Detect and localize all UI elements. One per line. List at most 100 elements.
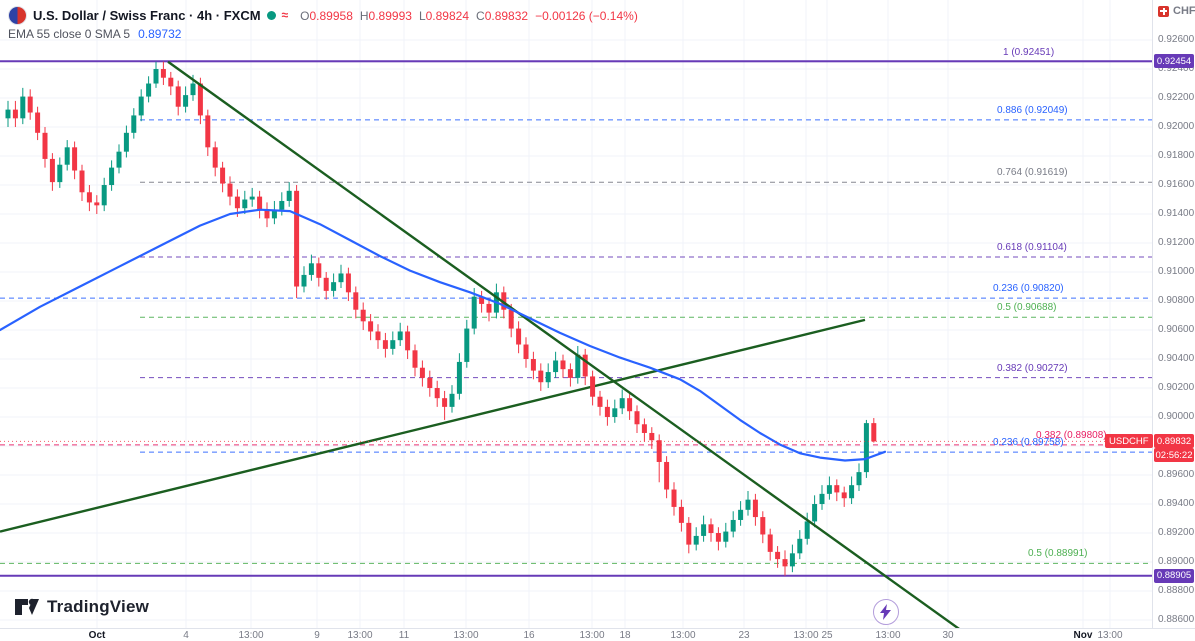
candlestick-chart[interactable] — [0, 0, 1152, 628]
ascending-trendline — [0, 318, 866, 533]
candle-body — [782, 559, 788, 567]
time-axis-label: 18 — [619, 630, 631, 641]
candle-body — [760, 517, 766, 535]
price-axis-label: 0.91000 — [1158, 266, 1195, 278]
change-value: −0.00126 (−0.14%) — [535, 8, 638, 23]
candle-body — [360, 309, 366, 322]
candle-body — [338, 273, 344, 283]
time-axis-label: 13:00 — [238, 630, 264, 641]
candle-body — [678, 506, 684, 523]
candle-body — [57, 164, 63, 183]
candle-body — [227, 183, 233, 197]
fib-level-label: 0.5 (0.88991) — [1028, 548, 1088, 560]
lightning-button[interactable] — [873, 599, 899, 625]
candle-body — [715, 533, 721, 542]
candle-body — [94, 202, 100, 206]
candle-body — [168, 77, 174, 87]
candle-body — [308, 263, 314, 275]
candle-body — [812, 504, 818, 522]
candle-body — [375, 331, 381, 341]
price-axis-label: 0.89600 — [1158, 469, 1195, 481]
candle-body — [597, 396, 603, 407]
candle-body — [35, 112, 41, 133]
candle-body — [849, 485, 855, 499]
time-axis-label: 23 — [738, 630, 750, 641]
price-tag: 02:56:22 — [1154, 448, 1194, 463]
candle-body — [464, 328, 470, 362]
candle-body — [612, 408, 618, 418]
candle-body — [427, 377, 433, 389]
candle-body — [345, 273, 351, 293]
candle-body — [775, 551, 781, 560]
ideas-wave-icon[interactable]: ≈ — [281, 8, 289, 22]
price-axis-label: 0.92400 — [1158, 63, 1195, 75]
candle-body — [449, 393, 455, 407]
candle-body — [752, 499, 758, 518]
price-axis-label: 0.90400 — [1158, 353, 1195, 365]
candle-body — [767, 534, 773, 552]
price-axis-label: 0.91800 — [1158, 150, 1195, 162]
time-axis-label: Nov — [1073, 630, 1093, 641]
candle-body — [434, 388, 440, 399]
tradingview-logo[interactable]: TradingView — [14, 595, 149, 619]
price-axis-label: 0.91200 — [1158, 237, 1195, 249]
price-axis-label: 0.88600 — [1158, 614, 1195, 626]
candle-body — [730, 519, 736, 532]
price-tag: 0.89832 — [1154, 434, 1194, 449]
candle-body — [419, 367, 425, 378]
time-axis[interactable]: Oct 4 13:00 9 13:00 11 13:00 16 13:00 18 13:00 23 13… — [0, 628, 1195, 641]
time-axis-label: 11 — [398, 630, 410, 641]
candle-body — [863, 423, 869, 473]
candle-body — [590, 376, 596, 397]
candle-body — [708, 524, 714, 534]
fib-level-label: 1 (0.92451) — [1003, 46, 1055, 58]
price-tag: 0.88905 — [1154, 568, 1194, 583]
chart-canvas[interactable] — [0, 0, 1152, 628]
candle-body — [294, 190, 300, 287]
fib-level-label: 0.236 (0.89758) — [993, 437, 1064, 449]
candle-body — [20, 96, 26, 119]
fib-level-label: 0.764 (0.91619) — [997, 167, 1068, 179]
candle-body — [545, 372, 551, 383]
candle-body — [693, 535, 699, 545]
indicator-legend[interactable]: EMA 55 close 0 SMA 5 — [8, 27, 131, 41]
fib-level-label: 0.5 (0.90688) — [997, 302, 1057, 314]
candle-body — [486, 303, 492, 313]
candle-body — [138, 96, 144, 116]
candle-body — [804, 521, 810, 539]
candle-body — [738, 509, 744, 520]
candle-body — [619, 398, 625, 409]
candle-body — [797, 538, 803, 554]
candle-body — [567, 369, 573, 378]
price-axis-label: 0.89400 — [1158, 498, 1195, 510]
candle-body — [604, 406, 610, 418]
candle-body — [12, 109, 18, 119]
candle-body — [508, 309, 514, 329]
candle-body — [72, 147, 78, 171]
high-value: 0.89993 — [368, 8, 412, 23]
price-tag: 0.92454 — [1154, 54, 1194, 69]
ohlc-readout: O0.89958 H0.89993 L0.89824 C0.89832 −0.0… — [300, 9, 638, 23]
candle-body — [286, 190, 292, 201]
candle-body — [175, 86, 181, 107]
fib-level-label: 0.886 (0.92049) — [997, 104, 1068, 116]
candle-body — [5, 109, 11, 119]
descending-trendline — [167, 60, 960, 628]
candle-body — [442, 398, 448, 407]
candle-body — [49, 158, 55, 183]
time-axis-label: 13:00 — [670, 630, 696, 641]
symbol-title[interactable]: U.S. Dollar / Swiss Franc · 4h · FXCM — [33, 8, 261, 23]
market-status-icon[interactable] — [266, 11, 276, 20]
fib-level-label: 0.236 (0.90820) — [993, 283, 1064, 295]
candle-body — [316, 263, 322, 278]
candle-body — [368, 321, 374, 332]
candle-body — [834, 485, 840, 493]
candle-body — [634, 411, 640, 425]
candle-body — [686, 522, 692, 545]
axis-currency[interactable]: CHF — [1158, 5, 1195, 17]
candle-body — [471, 296, 477, 329]
price-axis-label: 0.91400 — [1158, 208, 1195, 220]
price-axis[interactable]: 0.92600 0.92400 0.92200 0.92000 0.91800 0.916… — [1152, 0, 1195, 628]
open-label: O — [300, 8, 310, 23]
